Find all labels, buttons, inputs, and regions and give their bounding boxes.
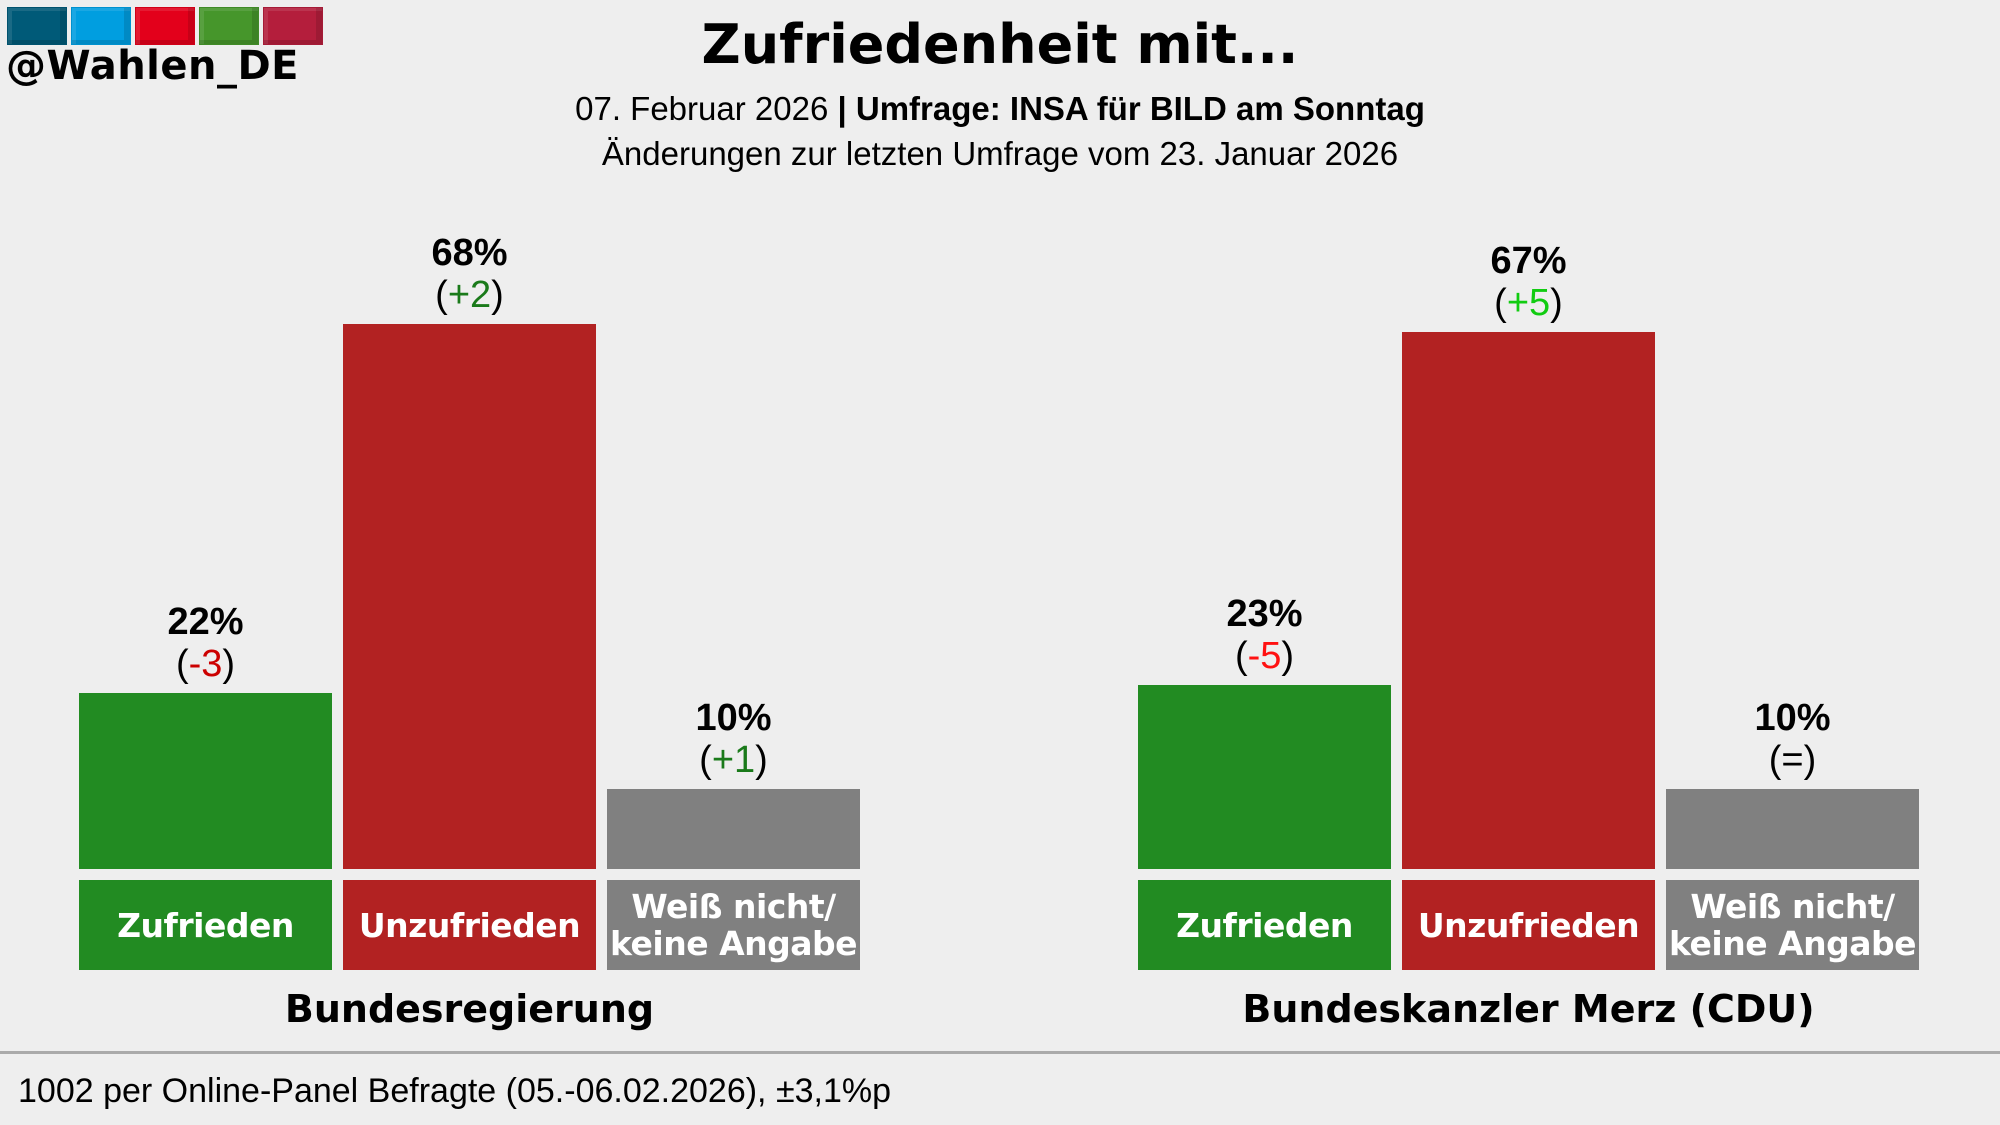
category-label-weiss-nicht-keine-angabe: Weiß nicht/ keine Angabe [607, 880, 860, 970]
bar-bundeskanzler-merz-cdu-zufrieden [1138, 684, 1391, 869]
value-label: 22% [167, 600, 244, 643]
category-label-unzufrieden: Unzufrieden [343, 880, 596, 970]
value-label: 67% [1490, 239, 1567, 282]
change-value: +2 [447, 273, 492, 316]
change-value: = [1781, 738, 1804, 781]
change-label: (+2) [435, 273, 504, 316]
changes-note: Änderungen zur letzten Umfrage vom 23. J… [601, 135, 1399, 172]
change-label: (-5) [1234, 634, 1295, 677]
category-label-zufrieden: Zufrieden [1138, 880, 1391, 970]
group-title-bundeskanzler-merz-cdu: Bundeskanzler Merz (CDU) [1242, 987, 1815, 1031]
change-value: -5 [1247, 634, 1282, 677]
logo-box-2 [71, 7, 131, 45]
chart-title: Zufriedenheit mit... [701, 13, 1299, 76]
bar-bundesregierung-weiss-nicht-keine-angabe [607, 788, 860, 869]
change-value: +5 [1506, 281, 1551, 324]
brand-handle: @Wahlen_DE [6, 43, 300, 89]
logo-box-3 [135, 7, 195, 45]
category-label-weiss-nicht-keine-angabe: Weiß nicht/ keine Angabe [1666, 880, 1919, 970]
change-label: (+5) [1494, 281, 1563, 324]
logo-box-4 [199, 7, 259, 45]
footer-note: 1002 per Online-Panel Befragte (05.-06.0… [18, 1072, 892, 1110]
chart-subtitle: 07. Februar 2026 | Umfrage: INSA für BIL… [0, 92, 2000, 125]
logo-box-1 [7, 7, 67, 45]
poll-date: 07. Februar 2026 [575, 90, 829, 127]
value-label: 10% [695, 696, 772, 739]
category-label-unzufrieden: Unzufrieden [1402, 880, 1655, 970]
change-value: +1 [711, 738, 756, 781]
bar-bundeskanzler-merz-cdu-unzufrieden [1402, 331, 1655, 869]
value-label: 23% [1226, 592, 1303, 635]
change-label: (=) [1768, 738, 1817, 781]
change-label: (-3) [175, 642, 236, 685]
value-label: 10% [1754, 696, 1831, 739]
brand-logo [7, 7, 323, 45]
change-label: (+1) [699, 738, 768, 781]
group-title-bundesregierung: Bundesregierung [284, 987, 655, 1031]
bar-bundesregierung-zufrieden [79, 692, 332, 869]
logo-box-5 [263, 7, 323, 45]
value-label: 68% [431, 231, 508, 274]
poll-source: Umfrage: INSA für BILD am Sonntag [855, 90, 1425, 127]
separator: | [837, 90, 847, 127]
footer-divider [0, 1051, 2000, 1054]
bar-bundeskanzler-merz-cdu-weiss-nicht-keine-angabe [1666, 788, 1919, 869]
change-value: -3 [188, 642, 223, 685]
category-label-zufrieden: Zufrieden [79, 880, 332, 970]
bar-bundesregierung-unzufrieden [343, 323, 596, 869]
